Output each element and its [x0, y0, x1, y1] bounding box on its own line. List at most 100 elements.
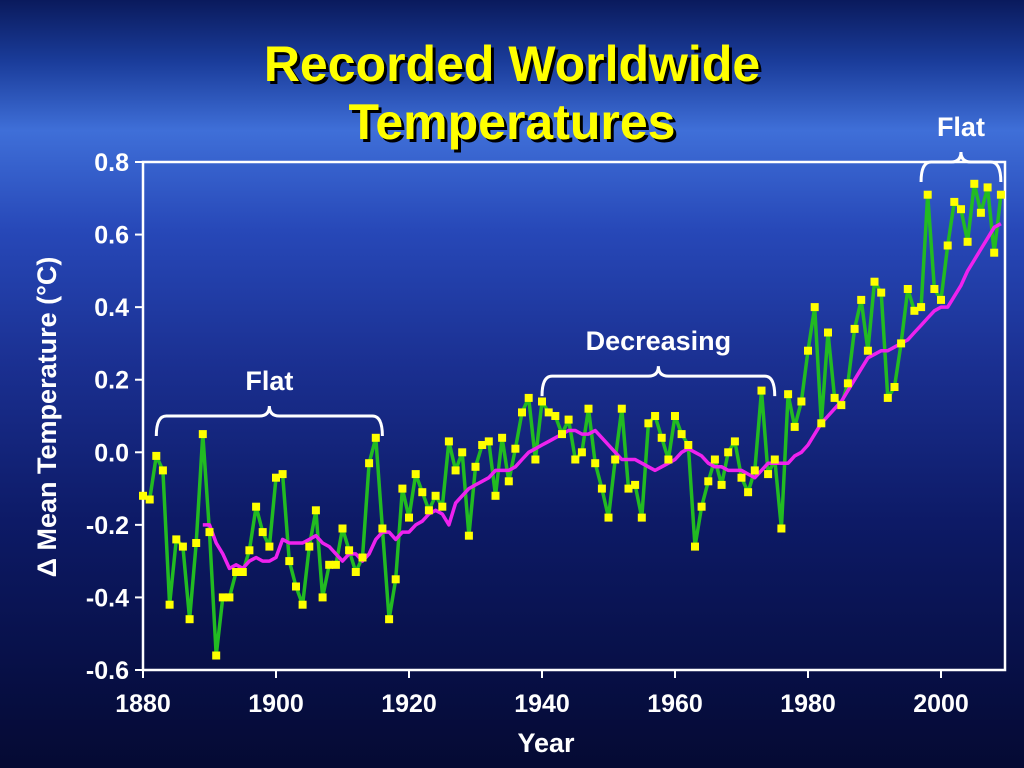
annual-data-point — [617, 404, 626, 413]
annotation-label: Decreasing — [586, 326, 732, 356]
annual-data-point — [564, 415, 573, 424]
annual-data-point — [518, 408, 526, 417]
annual-data-point — [990, 248, 999, 257]
annual-data-point — [358, 553, 367, 562]
annotation-brace — [540, 366, 777, 397]
annual-data-point — [983, 183, 992, 192]
annual-data-point — [252, 502, 261, 511]
x-tick-label: 1960 — [647, 690, 703, 718]
annual-data-point — [438, 502, 447, 511]
annual-data-point — [677, 430, 686, 439]
annual-data-point — [697, 502, 706, 511]
annual-data-point — [770, 455, 779, 464]
annual-data-point — [943, 241, 952, 250]
annual-data-point — [976, 208, 985, 217]
annual-data-point — [558, 430, 566, 439]
annual-data-point — [318, 593, 327, 602]
annual-data-point — [478, 441, 487, 449]
annual-data-point — [391, 575, 400, 584]
annual-data-point — [245, 546, 254, 555]
annual-data-point — [651, 412, 660, 420]
annual-data-point — [411, 470, 420, 479]
annual-data-point — [458, 448, 467, 457]
title-line-2: Temperatures — [348, 94, 676, 150]
annual-data-point — [883, 393, 892, 402]
y-tick-label: -0.2 — [86, 512, 129, 540]
annual-data-point — [957, 205, 965, 214]
annual-data-point — [757, 386, 766, 395]
annotation-label: Flat — [245, 366, 293, 396]
annual-data-point — [172, 535, 181, 544]
annual-data-point — [764, 470, 773, 479]
annual-data-point — [212, 651, 221, 660]
annual-data-point — [937, 295, 945, 304]
annual-data-point — [691, 542, 699, 551]
annual-data-point — [504, 477, 513, 486]
annual-data-point — [897, 339, 906, 348]
annual-data-point — [238, 568, 247, 576]
y-axis-label: Δ Mean Temperature (°C) — [32, 257, 62, 578]
annual-data-point — [857, 295, 866, 304]
annual-data-point — [272, 473, 280, 482]
annual-data-point — [325, 560, 334, 569]
annual-data-point — [298, 600, 307, 609]
annual-data-point — [611, 455, 620, 464]
annual-data-point — [225, 593, 234, 602]
annual-data-point — [444, 437, 453, 446]
annotation-brace — [154, 405, 384, 437]
annual-data-point — [498, 433, 507, 442]
annual-data-point — [837, 401, 846, 410]
annotation-brace — [919, 151, 1003, 183]
annual-data-point — [218, 593, 227, 602]
annual-data-point — [464, 531, 473, 540]
annual-data-point — [305, 542, 314, 551]
annual-data-point — [830, 393, 839, 402]
annual-data-point — [604, 513, 613, 522]
annual-data-point — [158, 466, 167, 475]
annual-data-point — [524, 393, 533, 402]
x-tick-label: 2000 — [913, 690, 969, 718]
annual-data-point — [730, 437, 739, 446]
annual-data-point — [890, 383, 899, 391]
x-tick-label: 1940 — [514, 690, 570, 718]
annual-data-point — [824, 328, 832, 337]
annual-data-point — [777, 524, 786, 533]
annual-data-point — [378, 524, 387, 533]
annual-data-point — [371, 433, 380, 442]
annual-data-point — [311, 506, 320, 515]
annual-data-point — [365, 459, 374, 468]
annual-data-point — [903, 285, 912, 293]
annual-data-point — [345, 546, 354, 555]
annual-data-point — [923, 190, 932, 199]
annual-data-point — [584, 404, 593, 413]
annual-data-point — [863, 346, 872, 355]
annual-data-point — [471, 462, 480, 471]
annual-data-point — [917, 303, 926, 312]
annual-data-point — [491, 491, 500, 500]
annual-data-point — [139, 491, 147, 500]
annual-data-point — [724, 448, 733, 457]
annual-data-point — [750, 466, 759, 475]
annual-data-point — [484, 437, 493, 446]
annual-data-point — [285, 557, 294, 566]
title-line-1: Recorded Worldwide — [263, 36, 761, 92]
annual-data-point — [843, 379, 852, 388]
x-tick-label: 1880 — [115, 690, 171, 718]
annotation-label: Flat — [937, 112, 985, 142]
annual-data-point — [178, 542, 187, 551]
y-tick-label: 0.8 — [94, 149, 129, 177]
annual-data-point — [970, 179, 979, 188]
annual-data-point — [152, 451, 161, 460]
plot-frame — [141, 160, 1007, 672]
annual-data-point — [198, 430, 207, 439]
annual-data-point — [398, 484, 407, 493]
annual-data-point — [950, 197, 959, 206]
annual-data-point — [338, 524, 347, 533]
annual-data-point — [737, 473, 746, 482]
x-tick-label: 1920 — [381, 690, 437, 718]
annual-series-line — [142, 182, 1003, 658]
annual-data-point — [717, 480, 726, 489]
annual-data-point — [165, 600, 174, 609]
annual-data-point — [744, 488, 753, 497]
